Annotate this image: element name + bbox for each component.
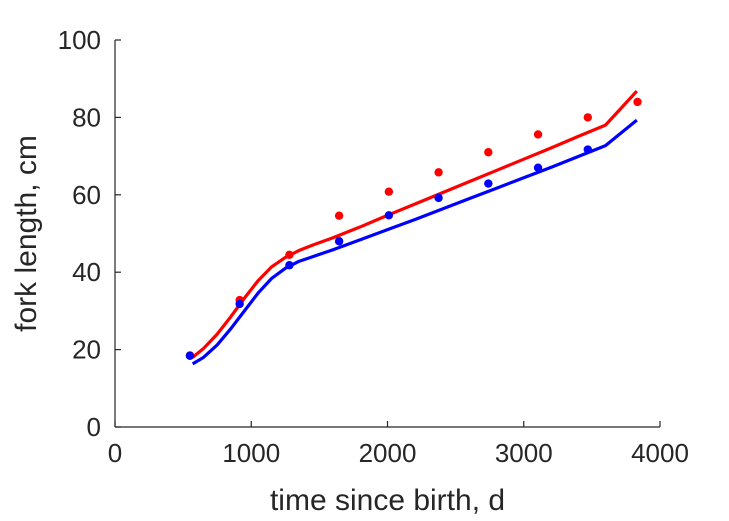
series-0-point (285, 250, 294, 259)
series-1-point (384, 211, 394, 220)
series-1-point (434, 193, 443, 203)
series-1-fit-line (191, 118, 638, 366)
tick-labels: 0 1000 2000 3000 4000 0 20 40 60 80 100 (58, 25, 689, 468)
axes (114, 40, 660, 428)
y-axis-label: fork length, cm (10, 135, 43, 332)
series-0-point (384, 187, 394, 196)
y-tick-label: 100 (58, 25, 101, 55)
series-0-fit-line (191, 89, 639, 359)
series-1-point (285, 261, 294, 270)
series-0-point (583, 113, 592, 122)
series-0-point (633, 97, 642, 107)
series-1-point (583, 145, 592, 154)
series-1-point (185, 351, 195, 360)
series-0-point (434, 168, 443, 177)
series-1 (185, 118, 638, 366)
series-1-point (334, 237, 344, 246)
series-0 (185, 89, 642, 360)
x-tick-label: 1000 (222, 438, 280, 468)
series-0-point (533, 130, 543, 139)
series-0-point (334, 211, 344, 220)
series-layer (185, 89, 642, 366)
y-tick-label: 20 (72, 335, 101, 365)
x-tick-label: 0 (108, 438, 122, 468)
y-tick-label: 80 (72, 102, 101, 132)
x-tick-label: 2000 (359, 438, 417, 468)
x-tick-label: 3000 (495, 438, 553, 468)
series-1-point (235, 299, 244, 309)
series-0-point (484, 148, 493, 157)
x-axis-label: time since birth, d (270, 484, 505, 517)
y-tick-label: 40 (72, 257, 101, 287)
series-1-point (484, 179, 493, 188)
ticks (114, 39, 661, 428)
y-tick-label: 60 (72, 180, 101, 210)
y-tick-label: 0 (87, 412, 101, 442)
series-1-point (533, 163, 543, 172)
x-tick-label: 4000 (631, 438, 689, 468)
